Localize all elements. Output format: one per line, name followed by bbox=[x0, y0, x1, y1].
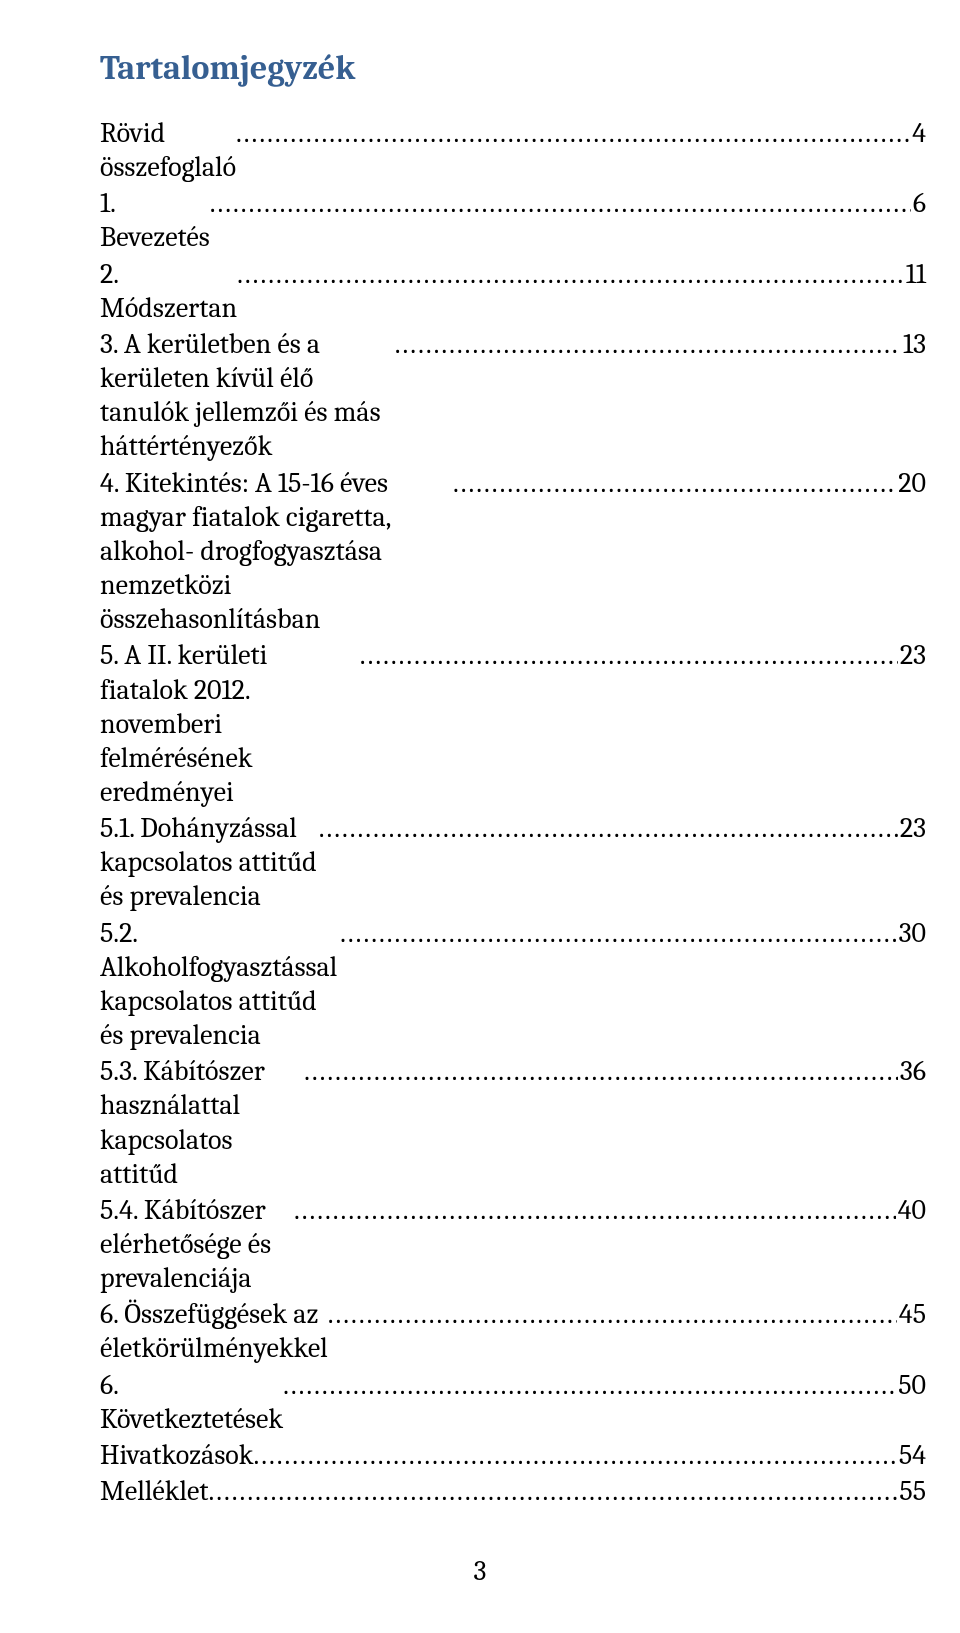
toc-entry-page: 20 bbox=[896, 466, 926, 500]
toc-entry-label: 4. Kitekintés: A 15-16 éves magyar fiata… bbox=[100, 466, 453, 637]
toc-entry-page: 23 bbox=[898, 811, 926, 845]
toc-entry-label: 3. A kerületben és a kerületen kívül élő… bbox=[100, 327, 395, 464]
toc-entry: 5.4. Kábítószer elérhetősége és prevalen… bbox=[100, 1193, 926, 1295]
toc-entry: 5. A II. kerületi fiatalok 2012. novembe… bbox=[100, 638, 926, 809]
toc-entry-page: 54 bbox=[897, 1438, 926, 1472]
page-number: 3 bbox=[0, 1555, 960, 1587]
toc-leader bbox=[237, 257, 904, 291]
toc-entry-label: Melléklet bbox=[100, 1474, 208, 1508]
toc-entry-label: 1. Bevezetés bbox=[100, 186, 210, 254]
toc-entry-page: 23 bbox=[898, 638, 926, 672]
toc-entry: 6. Következtetések 50 bbox=[100, 1368, 926, 1436]
toc-entry-page: 4 bbox=[910, 116, 926, 150]
toc-leader bbox=[304, 1054, 898, 1088]
toc-leader bbox=[294, 1193, 896, 1227]
toc-leader bbox=[208, 1474, 897, 1508]
toc-list: Rövid összefoglaló 4 1. Bevezetés 6 2. M… bbox=[100, 116, 926, 1508]
toc-entry-page: 30 bbox=[897, 916, 926, 950]
toc-leader bbox=[236, 116, 910, 150]
toc-entry-label: 5.1. Dohányzással kapcsolatos attitűd és… bbox=[100, 811, 319, 913]
toc-entry-label: 5.3. Kábítószer használattal kapcsolatos… bbox=[100, 1054, 304, 1191]
toc-entry-label: 6. Következtetések bbox=[100, 1368, 283, 1436]
toc-entry: 1. Bevezetés 6 bbox=[100, 186, 926, 254]
toc-leader bbox=[253, 1438, 896, 1472]
toc-entry-label: 2. Módszertan bbox=[100, 257, 237, 325]
toc-entry-label: Rövid összefoglaló bbox=[100, 116, 236, 184]
toc-entry-label: 6. Összefüggések az életkörülményekkel bbox=[100, 1297, 328, 1365]
toc-leader bbox=[328, 1297, 897, 1331]
toc-entry: 4. Kitekintés: A 15-16 éves magyar fiata… bbox=[100, 466, 926, 637]
toc-entry-page: 50 bbox=[896, 1368, 926, 1402]
toc-entry-page: 11 bbox=[904, 257, 926, 291]
toc-title: Tartalomjegyzék bbox=[100, 48, 926, 88]
toc-entry: Melléklet 55 bbox=[100, 1474, 926, 1508]
toc-leader bbox=[340, 916, 896, 950]
toc-entry-page: 40 bbox=[896, 1193, 926, 1227]
toc-leader bbox=[319, 811, 898, 845]
toc-entry-label: 5.4. Kábítószer elérhetősége és prevalen… bbox=[100, 1193, 294, 1295]
toc-entry-label: 5.2. Alkoholfogyasztással kapcsolatos at… bbox=[100, 916, 340, 1053]
toc-entry-page: 36 bbox=[898, 1054, 926, 1088]
toc-leader bbox=[453, 466, 896, 500]
toc-entry: 2. Módszertan 11 bbox=[100, 257, 926, 325]
toc-entry: Rövid összefoglaló 4 bbox=[100, 116, 926, 184]
toc-entry-page: 55 bbox=[897, 1474, 926, 1508]
toc-entry-page: 13 bbox=[901, 327, 926, 361]
toc-entry: 3. A kerületben és a kerületen kívül élő… bbox=[100, 327, 926, 464]
toc-entry-label: Hivatkozások bbox=[100, 1438, 253, 1472]
toc-entry: 5.1. Dohányzással kapcsolatos attitűd és… bbox=[100, 811, 926, 913]
toc-entry: 5.3. Kábítószer használattal kapcsolatos… bbox=[100, 1054, 926, 1191]
toc-leader bbox=[210, 186, 911, 220]
toc-entry: 5.2. Alkoholfogyasztással kapcsolatos at… bbox=[100, 916, 926, 1053]
toc-entry-page: 45 bbox=[897, 1297, 926, 1331]
toc-entry: Hivatkozások 54 bbox=[100, 1438, 926, 1472]
toc-entry-label: 5. A II. kerületi fiatalok 2012. novembe… bbox=[100, 638, 360, 809]
toc-leader bbox=[395, 327, 901, 361]
toc-entry: 6. Összefüggések az életkörülményekkel 4… bbox=[100, 1297, 926, 1365]
toc-entry-page: 6 bbox=[911, 186, 926, 220]
toc-leader bbox=[283, 1368, 896, 1402]
toc-leader bbox=[360, 638, 898, 672]
